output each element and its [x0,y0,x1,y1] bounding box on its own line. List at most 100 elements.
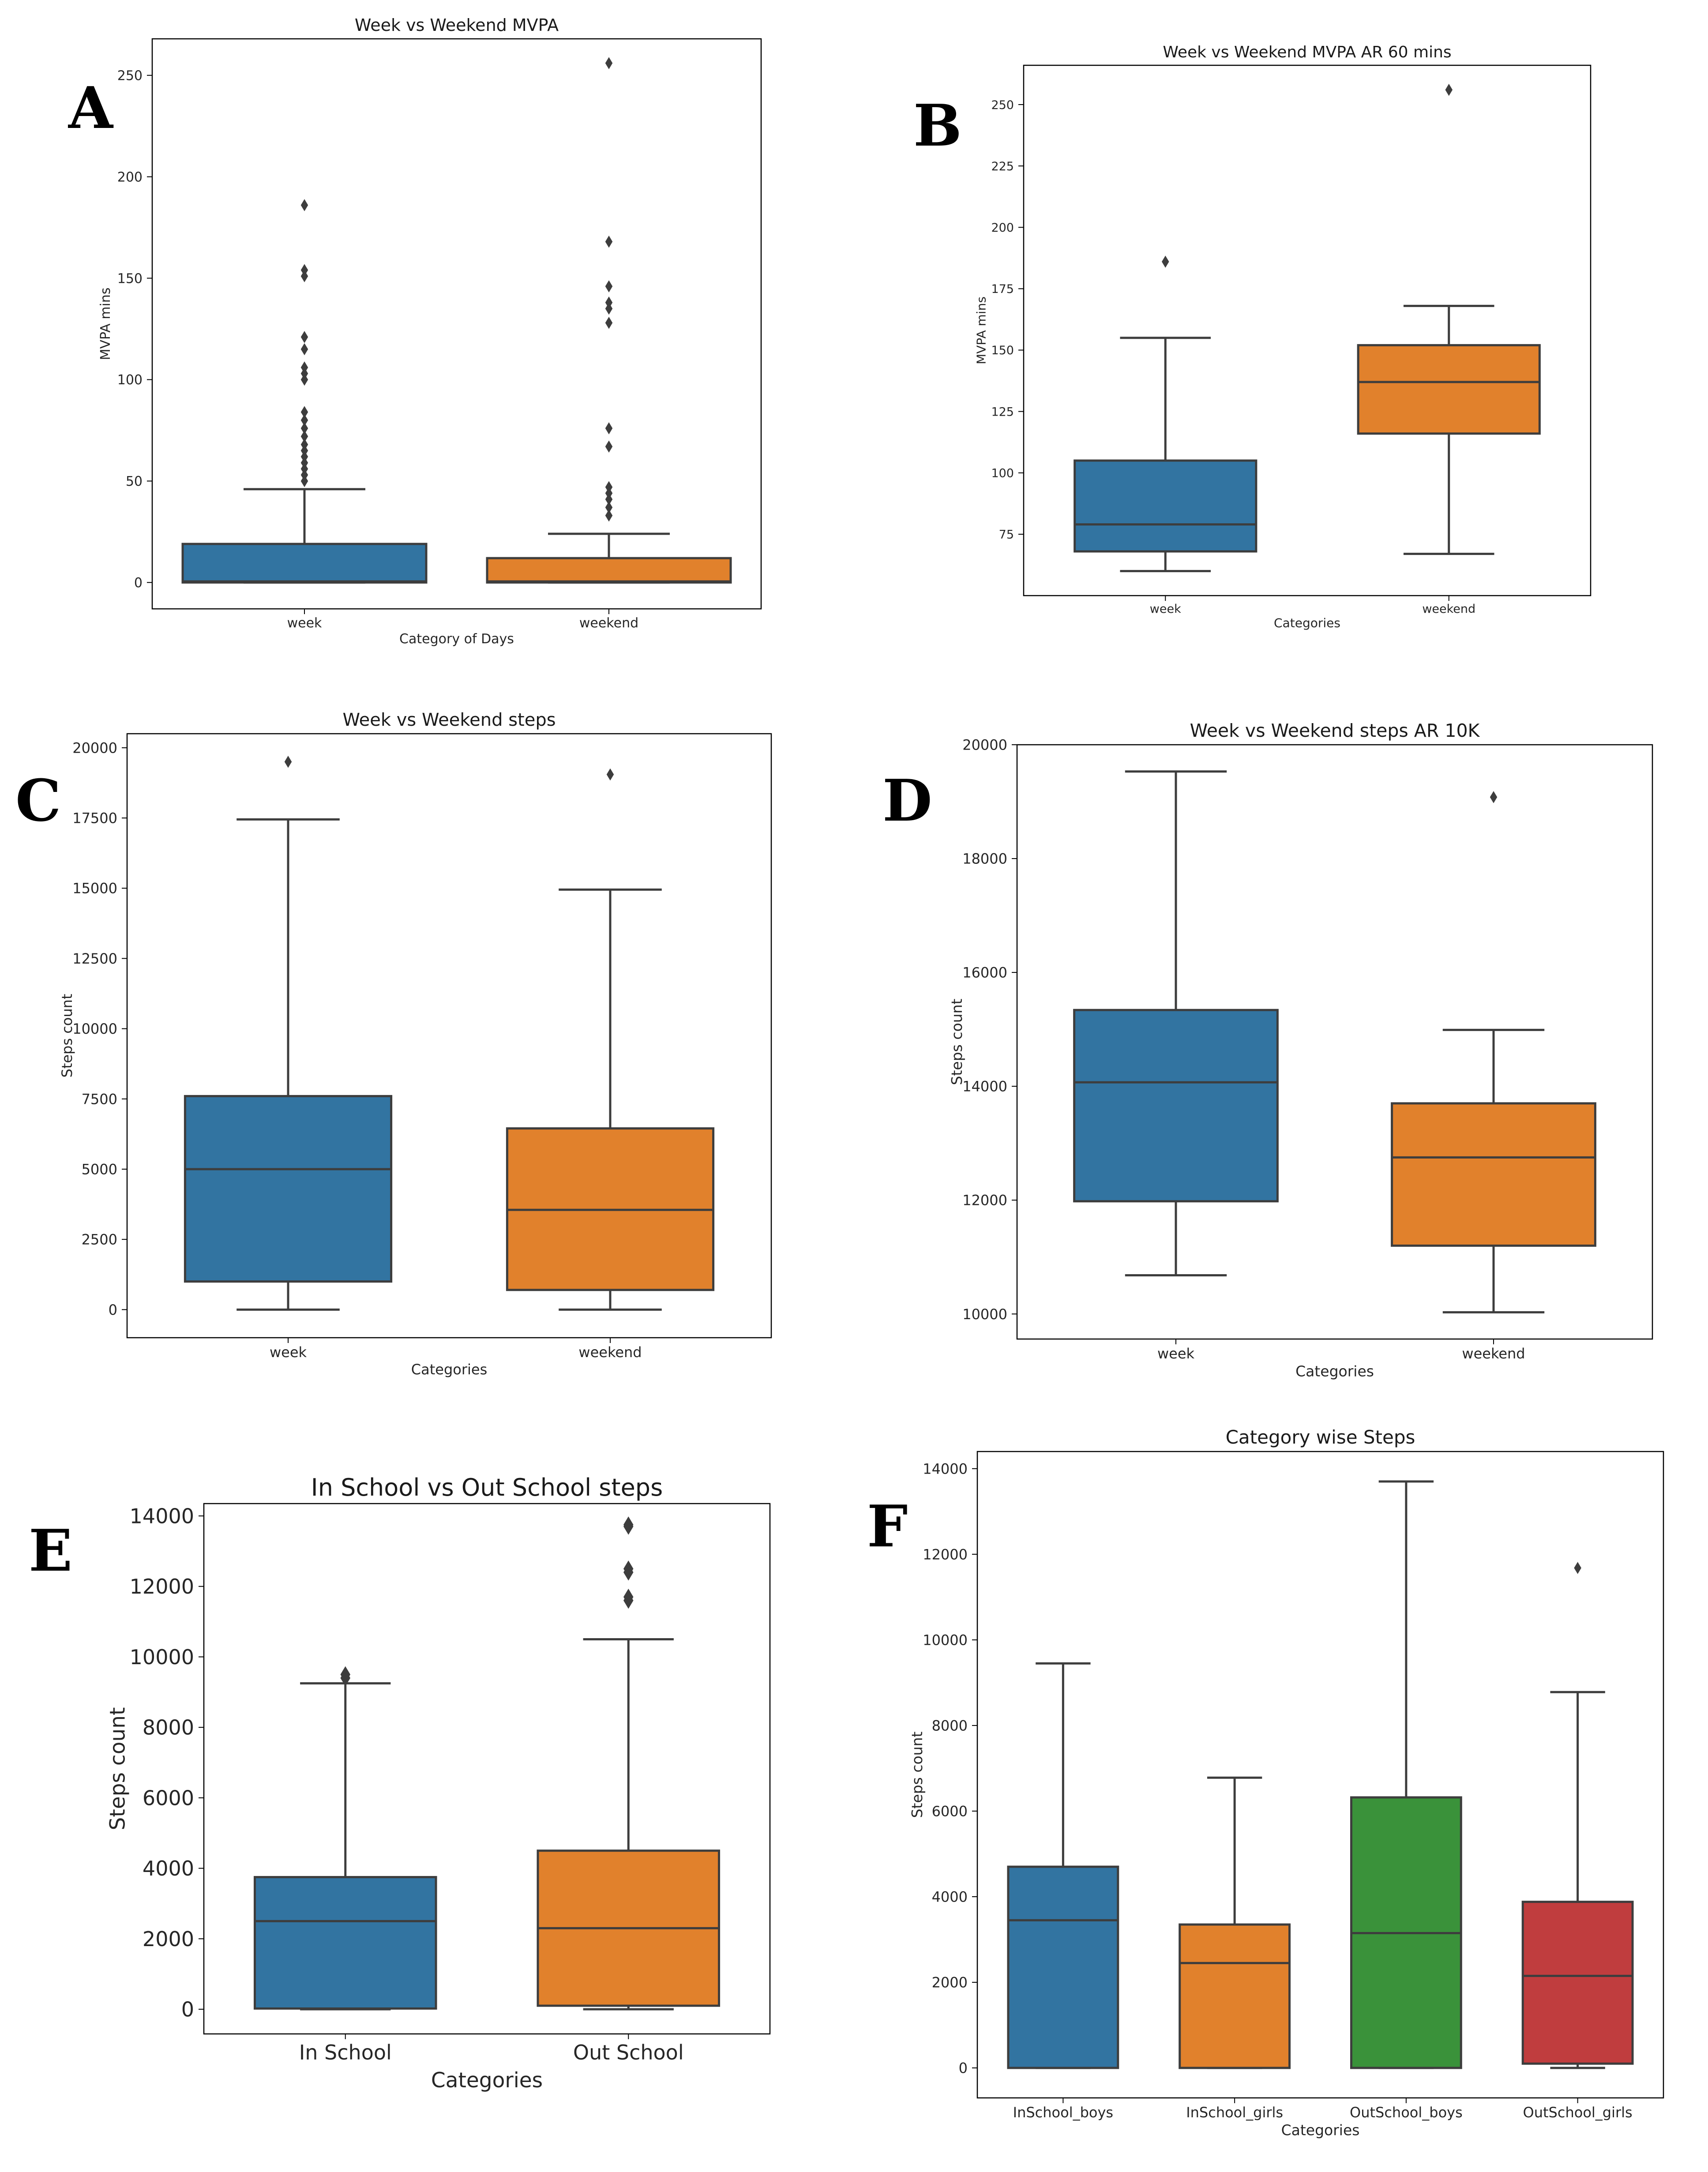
y-tick-label: 20000 [72,739,117,756]
y-tick-label: 6000 [932,1803,968,1819]
y-tick-label: 10000 [962,1306,1007,1323]
y-tick-label: 100 [117,372,143,388]
box-week: week [181,199,428,631]
y-tick-label: 0 [181,1998,194,2022]
outlier-point [300,343,308,356]
y-tick-label: 50 [126,474,143,489]
outlier-point [1445,83,1453,96]
outlier-point [605,487,613,499]
panel-E: In School vs Out School steps 0 2000 4000 60… [29,1474,771,2093]
y-tick-label: 7500 [82,1091,117,1107]
outlier-point [605,57,613,69]
x-tick-label: week [287,615,322,631]
outlier-point [605,316,613,329]
box-weekend: weekend [1391,791,1596,1362]
iqr-box [253,1876,437,2010]
y-tick-label: 14000 [962,1078,1007,1095]
outlier-point [605,422,613,435]
y-tick-label: 16000 [962,964,1007,981]
y-tick-label: 6000 [143,1786,194,1810]
box-weekend: weekend [506,768,715,1361]
box-weekend: weekend [486,57,732,631]
y-tick-label: 200 [117,169,143,185]
y-tick-label: 0 [109,1302,117,1318]
outlier-point [340,1666,350,1683]
y-tick-label: 10000 [923,1632,968,1648]
y-axis-label: MVPA mins [98,288,113,360]
y-tick-label: 100 [991,466,1014,480]
box-week: week [184,755,393,1361]
outlier-point [1162,255,1169,268]
y-tick-label: 10000 [72,1020,117,1037]
chart-title: Week vs Weekend steps [342,710,556,730]
iqr-box [1007,1865,1119,2069]
outlier-point [300,444,308,457]
x-tick-label: weekend [1422,602,1475,616]
box-weekend: weekend [1357,83,1541,616]
box-week: week [1074,255,1258,616]
iqr-box [184,1095,393,1283]
outlier-point [1490,791,1498,803]
y-tick-label: 14000 [923,1460,968,1477]
panel-letter-B: B [913,92,962,159]
outlier-point [1574,1562,1581,1574]
x-tick-label: weekend [1462,1345,1525,1362]
box-InSchool_boys: InSchool_boys [1007,1662,1119,2121]
chart-title: Week vs Weekend MVPA AR 60 mins [1163,43,1451,61]
panel-letter-E: E [29,1517,72,1584]
outlier-point [300,450,308,463]
y-tick-label: 12000 [130,1575,194,1598]
y-tick-label: 12000 [962,1192,1007,1209]
x-tick-label: InSchool_boys [1013,2104,1113,2121]
x-axis-label: Categories [431,2068,543,2093]
outlier-point [605,296,613,309]
y-axis-label: Steps count [908,1731,926,1818]
outlier-point [300,264,308,276]
x-axis-label: Categories [1295,1362,1374,1380]
y-tick-label: 12000 [923,1546,968,1563]
box-OutSchool_boys: OutSchool_boys [1350,1480,1463,2121]
panel-D: Week vs Weekend steps AR 10K 10000 12000 14… [882,720,1653,1380]
outlier-point [605,236,613,248]
y-tick-label: 15000 [72,880,117,897]
y-tick-label: 75 [999,528,1014,542]
y-tick-label: 2000 [932,1974,968,1991]
y-tick-label: 14000 [130,1504,194,1528]
outlier-point [605,302,613,315]
x-tick-label: week [1157,1345,1195,1362]
y-tick-label: 250 [991,98,1014,112]
y-axis-label: Steps count [59,994,75,1078]
x-axis-label: Categories [1274,615,1340,630]
outlier-point [623,1561,634,1577]
panel-B: Week vs Weekend MVPA AR 60 mins 75 100 125 1… [913,43,1592,630]
iqr-box [1357,344,1541,435]
chart-title: Week vs Weekend steps AR 10K [1190,720,1480,741]
y-tick-label: 150 [117,271,143,286]
iqr-box [486,557,732,584]
x-tick-label: OutSchool_girls [1523,2104,1633,2121]
y-tick-label: 200 [991,221,1014,235]
y-axis-label: Steps count [106,1707,130,1830]
iqr-box [1391,1102,1596,1247]
y-tick-label: 18000 [962,851,1007,867]
outlier-point [623,1516,634,1533]
y-tick-label: 0 [959,2060,968,2077]
y-tick-label: 2500 [82,1231,117,1248]
outlier-point [300,469,308,481]
chart-title: In School vs Out School steps [311,1474,663,1501]
iqr-box [1179,1923,1291,2069]
panel-letter-A: A [68,74,114,142]
y-tick-label: 4000 [932,1889,968,1906]
x-axis-label: Categories [411,1361,487,1378]
chart-title: Week vs Weekend MVPA [355,15,559,35]
outlier-point [300,373,308,386]
x-axis-label: Categories [1281,2121,1360,2138]
panel-F: Category wise Steps 0 2000 4000 6000 8000 1000… [867,1426,1664,2138]
outlier-point [300,367,308,380]
y-tick-label: 20000 [962,737,1007,754]
iqr-box [1073,1009,1279,1203]
y-tick-label: 250 [117,68,143,84]
x-tick-label: OutSchool_boys [1350,2104,1463,2121]
outlier-point [605,440,613,453]
outlier-point [605,509,613,522]
